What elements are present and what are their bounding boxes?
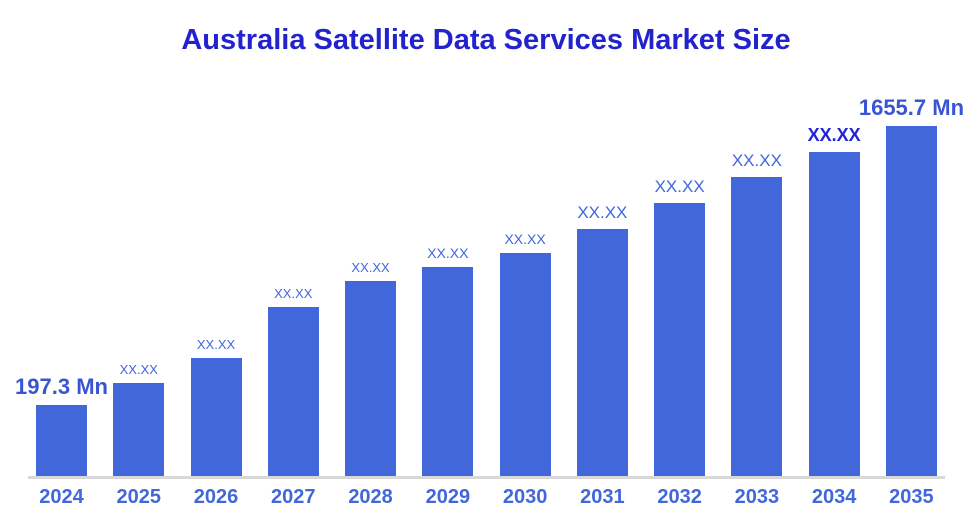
bar-group-2031: XX.XX [576, 203, 628, 478]
bar-2034 [808, 152, 860, 478]
x-tick-label-2033: 2033 [734, 486, 780, 508]
x-tick-label-2028: 2028 [348, 486, 393, 508]
bar-2028 [345, 281, 397, 478]
x-tick-label-2034: 2034 [811, 486, 857, 508]
bar-value-label-2030: XX.XX [504, 230, 546, 247]
x-axis-line [28, 476, 945, 479]
bar-2029 [422, 267, 474, 478]
bar-value-label-2034: XX.XX [807, 125, 861, 146]
bars: 197.3 Mn XX.XX XX.XX XX.XX XX.XX XX.XX XX.XX XX… [15, 90, 964, 478]
x-tick-label-2029: 2029 [425, 486, 471, 508]
x-tick-label-2024: 2024 [39, 486, 84, 508]
bar-group-2028: XX.XX [345, 259, 397, 478]
x-tick-label-2030: 2030 [502, 486, 548, 508]
bar-group-2027: XX.XX [267, 285, 319, 478]
bar-value-label-2032: XX.XX [654, 177, 705, 197]
bar-2026 [190, 358, 242, 478]
bar-2031 [576, 229, 628, 478]
bar-value-label-2027: XX.XX [274, 285, 313, 301]
bar-value-label-2033: XX.XX [731, 151, 782, 171]
bar-group-2034: XX.XX [807, 125, 861, 478]
bar-value-label-2035: 1655.7 Mn [858, 94, 965, 120]
x-tick-label-2027: 2027 [271, 486, 316, 508]
bar-2033 [731, 177, 783, 478]
chart-title: Australia Satellite Data Services Market… [181, 24, 791, 56]
bar-2032 [654, 203, 706, 478]
bar-2035 [885, 126, 937, 478]
plot-area: 197.3 Mn XX.XX XX.XX XX.XX XX.XX XX.XX XX.XX XX… [15, 90, 964, 478]
bar-group-2033: XX.XX [731, 151, 783, 478]
bar-group-2035: 1655.7 Mn [859, 95, 964, 478]
bar-value-label-2028: XX.XX [351, 259, 390, 275]
bar-2024 [36, 405, 87, 478]
bar-value-label-2024: 197.3 Mn [15, 373, 108, 399]
x-tick-label-2035: 2035 [889, 486, 934, 508]
bar-2027 [267, 307, 319, 478]
bar-group-2026: XX.XX [190, 336, 242, 478]
x-tick-label-2026: 2026 [193, 486, 239, 508]
bar-group-2029: XX.XX [422, 244, 474, 478]
bar-group-2024: 197.3 Mn [15, 374, 108, 478]
bar-group-2025: XX.XX [113, 361, 165, 478]
x-axis-tick-labels: 2024 2025 2026 2027 2028 2029 2030 2031 2032 2033… [36, 486, 937, 509]
bar-2030 [499, 253, 551, 478]
bar-group-2030: XX.XX [499, 230, 551, 478]
bar-group-2032: XX.XX [654, 177, 706, 478]
bar-value-label-2026: XX.XX [196, 336, 236, 352]
bar-value-label-2031: XX.XX [577, 203, 628, 223]
bar-value-label-2025: XX.XX [119, 361, 158, 377]
bar-value-label-2029: XX.XX [427, 244, 469, 261]
x-tick-label-2032: 2032 [657, 486, 702, 508]
bar-2025 [113, 383, 165, 478]
x-tick-label-2031: 2031 [580, 486, 625, 508]
x-tick-label-2025: 2025 [116, 486, 162, 508]
